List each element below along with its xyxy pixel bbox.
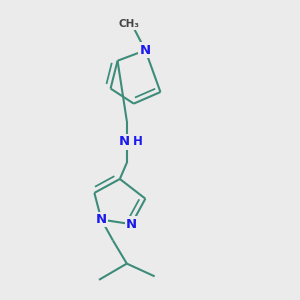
Text: N: N — [126, 218, 137, 231]
Text: N: N — [119, 135, 130, 148]
Text: N: N — [140, 44, 151, 57]
Text: H: H — [133, 135, 143, 148]
Text: N: N — [96, 213, 107, 226]
Text: CH₃: CH₃ — [118, 19, 140, 28]
